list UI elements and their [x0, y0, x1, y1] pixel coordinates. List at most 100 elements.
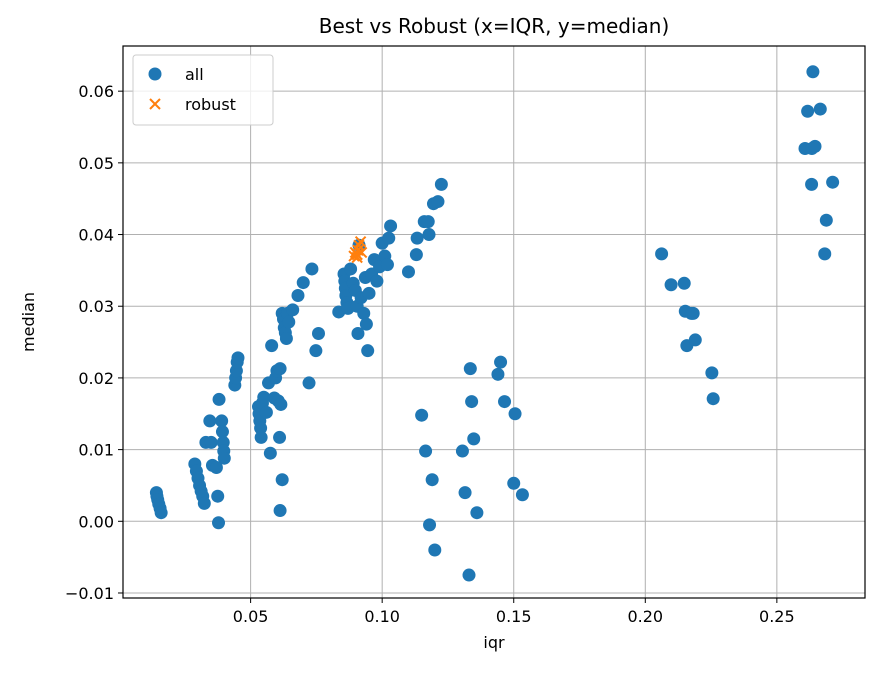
- all-point-131: [801, 104, 815, 118]
- all-point-58: [286, 303, 300, 317]
- all-point-38: [259, 405, 273, 419]
- all-point-40: [263, 446, 277, 460]
- all-point-61: [302, 376, 316, 390]
- y-tick-label-1: 0.00: [78, 512, 114, 531]
- all-point-25: [217, 451, 231, 465]
- all-point-118: [508, 407, 522, 421]
- robust-point-7: [351, 251, 363, 264]
- x-tick-label-1: 0.10: [364, 607, 400, 626]
- y-tick-label-3: 0.02: [78, 369, 114, 388]
- all-point-101: [423, 518, 437, 532]
- all-point-126: [686, 306, 700, 320]
- legend-marker-all: [148, 67, 162, 81]
- all-point-62: [305, 262, 319, 276]
- robust-point-0: [348, 250, 360, 262]
- all-point-94: [409, 248, 423, 262]
- x-axis-label: iqr: [483, 633, 505, 652]
- all-point-76: [351, 326, 365, 340]
- all-point-20: [212, 392, 226, 406]
- all-point-91: [382, 231, 396, 245]
- all-point-139: [826, 175, 840, 189]
- all-point-128: [705, 366, 719, 380]
- y-axis-ticks: −0.01 0.00 0.01 0.02 0.03 0.04 0.05 0.06: [65, 82, 123, 603]
- all-point-90: [380, 258, 394, 272]
- all-point-35: [254, 430, 268, 444]
- all-point-72: [344, 262, 358, 276]
- series-all: [149, 65, 840, 582]
- series-robust: [348, 236, 368, 264]
- all-point-100: [422, 228, 436, 242]
- all-point-47: [274, 397, 288, 411]
- all-point-93: [401, 265, 415, 279]
- all-point-102: [425, 473, 439, 487]
- all-point-115: [494, 355, 508, 369]
- all-point-108: [458, 486, 472, 500]
- x-axis-ticks: 0.05 0.10 0.15 0.20 0.25: [233, 598, 795, 626]
- all-point-86: [370, 274, 384, 288]
- all-point-48: [273, 504, 287, 518]
- all-point-117: [507, 476, 521, 490]
- all-point-119: [515, 488, 529, 502]
- grid-lines: [123, 46, 865, 598]
- y-axis-label: median: [19, 292, 38, 352]
- all-point-110: [463, 362, 477, 376]
- all-point-129: [706, 392, 720, 406]
- all-point-138: [819, 213, 833, 227]
- legend-label-all: all: [185, 65, 204, 84]
- y-tick-label-2: 0.01: [78, 441, 114, 460]
- all-point-57: [282, 315, 296, 329]
- y-tick-label-7: 0.06: [78, 82, 114, 101]
- all-point-22: [215, 425, 229, 439]
- all-point-17: [209, 461, 223, 475]
- x-tick-label-2: 0.15: [496, 607, 532, 626]
- all-point-14: [203, 414, 217, 428]
- robust-point-5: [354, 236, 367, 248]
- all-point-105: [431, 195, 445, 209]
- all-point-134: [806, 65, 820, 79]
- x-tick-label-4: 0.25: [759, 607, 795, 626]
- all-point-96: [415, 408, 429, 422]
- all-point-12: [197, 496, 211, 510]
- all-point-137: [818, 247, 832, 261]
- all-point-49: [275, 473, 289, 487]
- chart-title: Best vs Robust (x=IQR, y=median): [319, 14, 670, 38]
- all-point-92: [384, 219, 398, 233]
- all-point-120: [655, 247, 669, 261]
- all-point-60: [296, 276, 310, 290]
- all-point-116: [498, 395, 512, 409]
- all-point-18: [211, 489, 225, 503]
- all-point-55: [279, 331, 293, 345]
- data-points: [149, 65, 840, 582]
- all-point-82: [361, 344, 375, 358]
- all-point-64: [311, 326, 325, 340]
- robust-point-4: [353, 239, 365, 252]
- all-point-21: [215, 414, 229, 428]
- y-tick-label-5: 0.04: [78, 226, 114, 245]
- all-point-37: [257, 390, 271, 404]
- y-tick-label-6: 0.05: [78, 154, 114, 173]
- legend-marker-robust: [149, 98, 161, 110]
- all-point-79: [357, 306, 371, 320]
- y-tick-label-4: 0.03: [78, 297, 114, 316]
- all-point-109: [462, 568, 476, 582]
- all-point-30: [231, 351, 245, 365]
- all-point-104: [428, 543, 442, 557]
- legend-box: [132, 54, 274, 126]
- plot-frame: [122, 45, 866, 599]
- all-point-63: [309, 344, 323, 358]
- x-tick-label-0: 0.05: [233, 607, 269, 626]
- all-point-114: [491, 367, 505, 381]
- all-point-111: [465, 395, 479, 409]
- all-point-127: [688, 333, 702, 347]
- all-point-122: [677, 276, 691, 290]
- all-point-121: [664, 278, 678, 292]
- legend: all robust: [132, 54, 274, 126]
- all-point-106: [434, 177, 448, 191]
- all-point-81: [359, 317, 373, 331]
- all-point-34: [254, 421, 268, 435]
- all-point-46: [273, 430, 287, 444]
- all-point-5: [154, 506, 168, 520]
- legend-label-robust: robust: [185, 95, 236, 114]
